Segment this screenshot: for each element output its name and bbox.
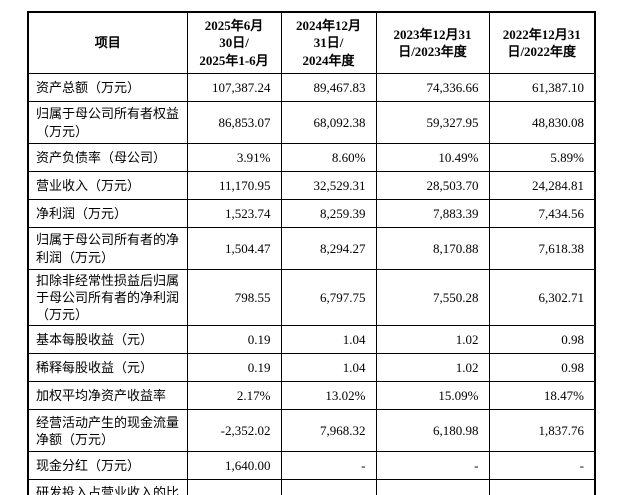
row-value: - xyxy=(375,451,490,481)
row-value: 1.04 xyxy=(280,353,377,383)
row-value: 61,387.10 xyxy=(488,73,596,102)
row-value: 1,523.74 xyxy=(186,199,282,228)
header-row: 项目 2025年6月 30日/2025年1-6月 2024年12月 31日/2024年度… xyxy=(27,11,596,74)
column-header-line: 2024年度 xyxy=(302,52,355,68)
table-header: 项目 2025年6月 30日/2025年1-6月 2024年12月 31日/2024年度… xyxy=(27,11,596,74)
row-value: 68,092.38 xyxy=(280,101,377,144)
table-row: 经营活动产生的现金流量净额（万元） -2,352.02 7,968.32 6,180.… xyxy=(27,409,596,453)
row-value: 1,640.00 xyxy=(186,451,282,481)
row-label: 资产负债率（母公司） xyxy=(27,143,188,172)
row-value: - xyxy=(280,451,377,481)
table-row: 归属于母公司所有者权益（万元） 86,853.07 68,092.38 59,327.… xyxy=(27,101,596,144)
row-value: 86,853.07 xyxy=(186,101,282,144)
column-header-item: 项目 xyxy=(27,11,188,74)
row-label: 营业收入（万元） xyxy=(27,171,188,200)
row-value: 19.31% xyxy=(186,479,282,495)
row-value: 89,467.83 xyxy=(280,73,377,102)
row-label: 加权平均净资产收益率 xyxy=(27,381,188,411)
row-label: 扣除非经常性损益后归属于母公司所有者的净利润（万元） xyxy=(27,268,188,327)
row-value: 10.49% xyxy=(375,143,490,172)
column-header-line: 2025年1-6月 xyxy=(199,52,269,68)
row-value: 8,170.88 xyxy=(375,227,490,270)
row-value: 8,259.39 xyxy=(280,199,377,228)
row-value: 7,550.28 xyxy=(375,268,490,327)
row-value: -2,352.02 xyxy=(186,409,282,453)
row-value: 7,434.56 xyxy=(488,199,596,228)
table-row: 稀释每股收益（元） 0.19 1.04 1.02 0.98 xyxy=(27,353,596,383)
row-value: 6,180.98 xyxy=(375,409,490,453)
row-value: 48,830.08 xyxy=(488,101,596,144)
row-value: 3.91% xyxy=(186,143,282,172)
row-value: 0.19 xyxy=(186,325,282,355)
row-label: 资产总额（万元） xyxy=(27,73,188,102)
financial-summary-table: 项目 2025年6月 30日/2025年1-6月 2024年12月 31日/2024年度… xyxy=(27,11,596,495)
row-value: 1.04 xyxy=(280,325,377,355)
row-label: 经营活动产生的现金流量净额（万元） xyxy=(27,409,188,453)
row-value: 24,284.81 xyxy=(488,171,596,200)
row-label: 归属于母公司所有者的净利润（万元） xyxy=(27,227,188,270)
row-value: 16.12% xyxy=(280,479,377,495)
column-header-y2024: 2024年12月 31日/2024年度 xyxy=(280,11,377,74)
row-label: 归属于母公司所有者权益（万元） xyxy=(27,101,188,144)
row-value: 7,618.38 xyxy=(488,227,596,270)
row-value: 0.19 xyxy=(186,353,282,383)
row-label: 现金分红（万元） xyxy=(27,451,188,481)
row-value: 1.02 xyxy=(375,353,490,383)
row-value: 11,170.95 xyxy=(186,171,282,200)
row-value: 74,336.66 xyxy=(375,73,490,102)
column-header-line: 31日/ xyxy=(313,35,344,51)
row-value: 13.02% xyxy=(280,381,377,411)
row-value: - xyxy=(488,451,596,481)
row-value: 0.98 xyxy=(488,353,596,383)
row-label: 稀释每股收益（元） xyxy=(27,353,188,383)
column-header-y2023: 2023年12月31 日/2023年度 xyxy=(375,11,490,74)
row-label: 基本每股收益（元） xyxy=(27,325,188,355)
column-header-line: 2022年12月31 xyxy=(502,26,581,42)
row-value: 798.55 xyxy=(186,268,282,327)
row-value: 7,968.32 xyxy=(280,409,377,453)
row-value: 5.89% xyxy=(488,143,596,172)
table-row: 现金分红（万元） 1,640.00- - - xyxy=(27,451,596,481)
table-row: 加权平均净资产收益率 2.17% 13.02% 15.09% 18.47% xyxy=(27,381,596,411)
column-header-line: 30日/ xyxy=(219,35,249,51)
row-value: 28,503.70 xyxy=(375,171,490,200)
column-header-line: 日/2023年度 xyxy=(398,44,467,59)
column-header-line: 项目 xyxy=(94,35,121,51)
column-header-y2022: 2022年12月31 日/2022年度 xyxy=(488,11,596,74)
column-header-line: 2023年12月31 xyxy=(393,26,472,42)
row-value: 107,387.24 xyxy=(186,73,282,102)
table-body: 资产总额（万元） 107,387.24 89,467.83 74,336.66 61,3… xyxy=(27,73,596,495)
row-value: 15.09% xyxy=(375,381,490,411)
row-value: 1.02 xyxy=(375,325,490,355)
row-label: 净利润（万元） xyxy=(27,199,188,228)
row-value: 59,327.95 xyxy=(375,101,490,144)
row-value: 1,837.76 xyxy=(488,409,596,453)
row-label: 研发投入占营业收入的比例 xyxy=(27,479,188,495)
column-header-line: 2025年6月 xyxy=(204,18,264,34)
row-value: 8.60% xyxy=(280,143,377,172)
row-value: 8,294.27 xyxy=(280,227,377,270)
row-value: 14.17% xyxy=(488,479,596,495)
row-value: 2.17% xyxy=(186,381,282,411)
row-value: 18.47% xyxy=(488,381,596,411)
table-row: 研发投入占营业收入的比例19.31%16.12%15.84%14.17% xyxy=(27,479,596,495)
row-value: 32,529.31 xyxy=(280,171,377,200)
row-value: 15.84% xyxy=(375,479,490,495)
table-row: 营业收入（万元） 11,170.95 32,529.31 28,503.70 24,28… xyxy=(27,171,596,200)
table-row: 归属于母公司所有者的净利润（万元） 1,504.47 8,294.27 8,170.8… xyxy=(27,227,596,270)
table-row: 资产总额（万元） 107,387.24 89,467.83 74,336.66 61,3… xyxy=(27,73,596,102)
table-row: 净利润（万元） 1,523.74 8,259.39 7,883.39 7,434.56 xyxy=(27,199,596,228)
table-row: 资产负债率（母公司） 3.91% 8.60% 10.49% 5.89% xyxy=(27,143,596,172)
column-header-line: 2024年12月 xyxy=(295,18,361,34)
row-value: 6,302.71 xyxy=(488,268,596,327)
row-value: 6,797.75 xyxy=(280,268,377,327)
row-value: 7,883.39 xyxy=(375,199,490,228)
row-value: 0.98 xyxy=(488,325,596,355)
column-header-p2025h1: 2025年6月 30日/2025年1-6月 xyxy=(186,11,282,74)
column-header-line: 日/2022年度 xyxy=(507,44,577,59)
table-row: 扣除非经常性损益后归属于母公司所有者的净利润（万元） 798.55 6,797.75… xyxy=(27,268,596,327)
table-row: 基本每股收益（元） 0.19 1.04 1.02 0.98 xyxy=(27,325,596,355)
row-value: 1,504.47 xyxy=(186,227,282,270)
